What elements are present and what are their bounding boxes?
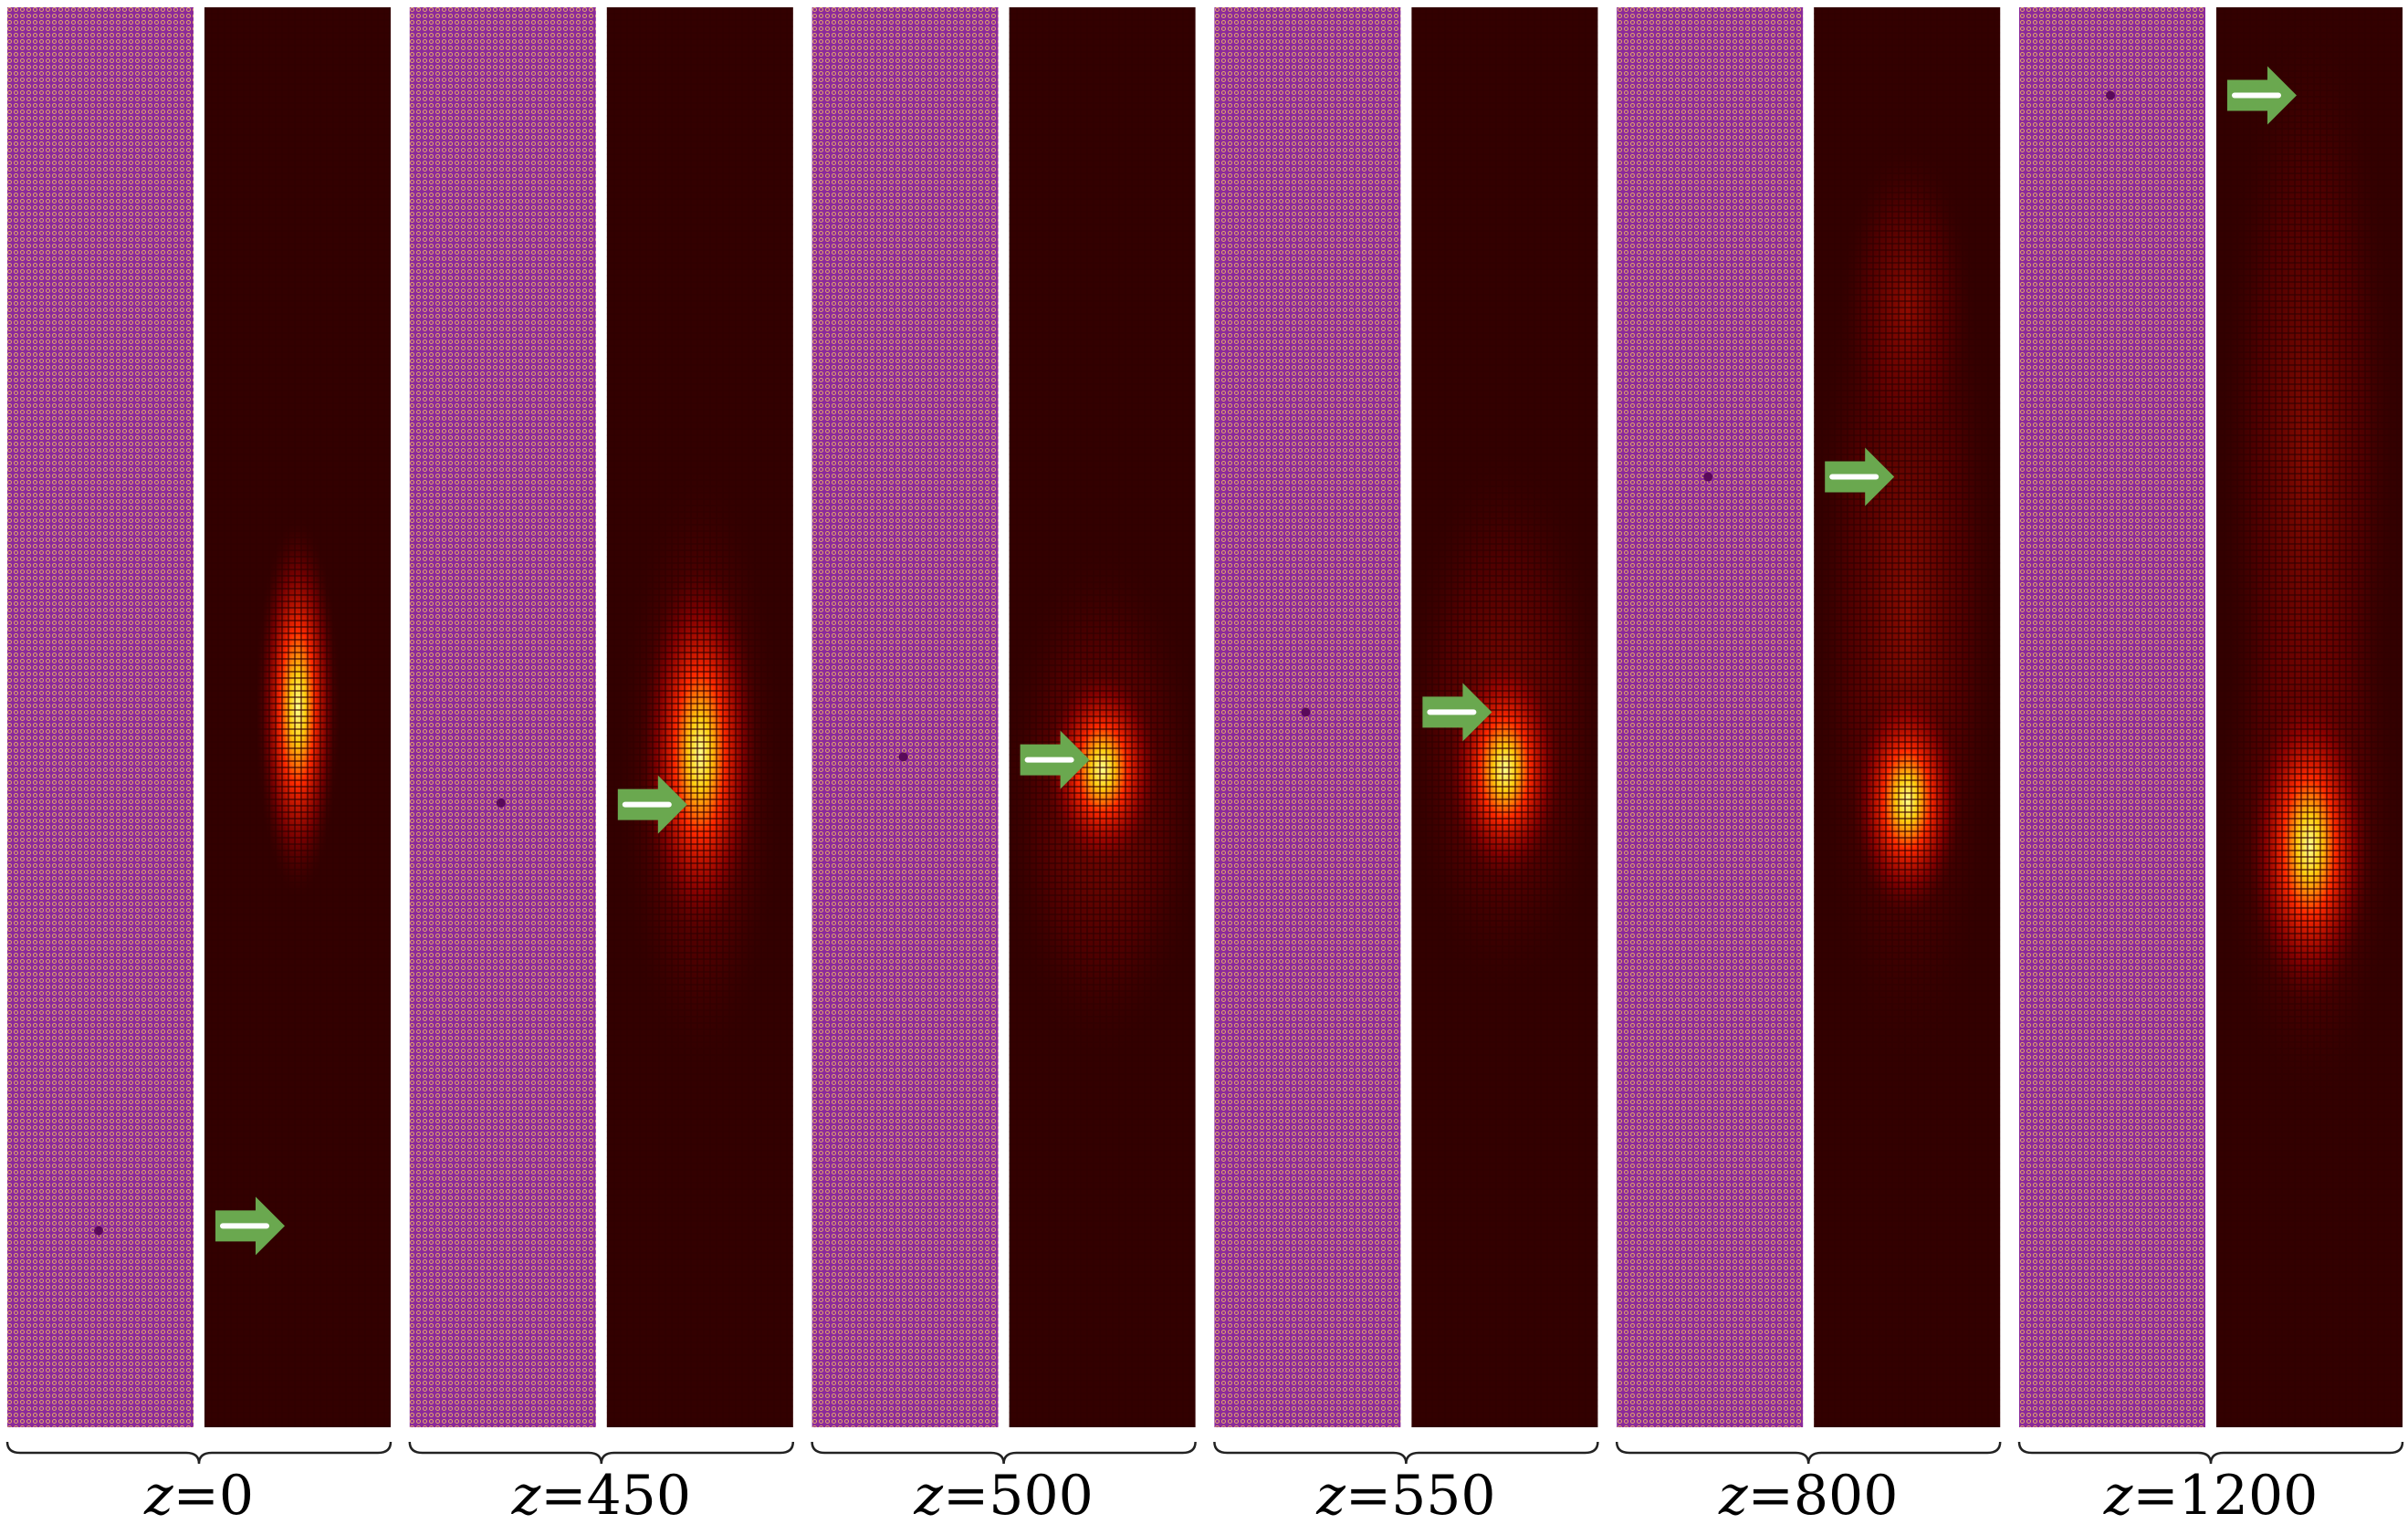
- panel-label: z=500: [913, 1464, 1093, 1524]
- beam: [606, 7, 793, 1427]
- defect: [898, 752, 908, 762]
- defect: [2106, 90, 2115, 100]
- panel-pair: z=0: [5, 7, 393, 1524]
- lattice-image: [1617, 7, 1804, 1427]
- defect: [1301, 707, 1311, 717]
- brace: [1213, 1441, 1599, 1465]
- lattice-image: [811, 7, 999, 1427]
- defect: [1703, 472, 1713, 482]
- brace: [5, 1441, 393, 1465]
- panel-label: z=550: [1315, 1464, 1495, 1524]
- panel-label: z=1200: [2103, 1464, 2319, 1524]
- beam: [2216, 7, 2403, 1427]
- speckle: [606, 7, 793, 1427]
- speckle: [1009, 7, 1196, 1427]
- panel-pair: z=1200: [2017, 7, 2404, 1524]
- beam: [204, 7, 391, 1427]
- lattice-image: [2019, 7, 2205, 1427]
- speckle: [204, 7, 391, 1427]
- beam: [1009, 7, 1196, 1427]
- panel-label: z=450: [511, 1464, 691, 1524]
- panel-label: z=0: [143, 1464, 254, 1524]
- panel-pair: z=550: [1213, 7, 1599, 1524]
- panel-pair: z=800: [1615, 7, 2002, 1524]
- panel-pair: z=500: [811, 7, 1197, 1524]
- lattice-image: [409, 7, 596, 1427]
- speckle: [1814, 7, 2001, 1427]
- lattice-image: [7, 7, 194, 1427]
- panel-pair: z=450: [408, 7, 795, 1524]
- defect: [496, 798, 506, 808]
- brace: [2017, 1441, 2404, 1465]
- brace: [408, 1441, 795, 1465]
- beam: [1814, 7, 2001, 1427]
- lattice-image: [1214, 7, 1401, 1427]
- panel-label: z=800: [1718, 1464, 1898, 1524]
- speckle: [2216, 7, 2403, 1427]
- brace: [1615, 1441, 2002, 1465]
- defect: [94, 1226, 103, 1236]
- brace: [811, 1441, 1197, 1465]
